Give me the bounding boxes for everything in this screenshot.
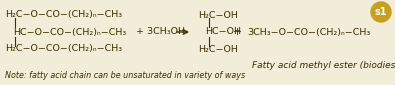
Text: Fatty acid methyl ester (biodiesel): Fatty acid methyl ester (biodiesel) <box>252 61 395 70</box>
Text: H₂C−O−CO−(CH₂)ₙ−CH₃: H₂C−O−CO−(CH₂)ₙ−CH₃ <box>5 11 122 19</box>
Text: Note: fatty acid chain can be unsaturated in variety of ways: Note: fatty acid chain can be unsaturate… <box>5 70 245 79</box>
Text: s1: s1 <box>375 7 387 17</box>
Text: H₂C−OH: H₂C−OH <box>198 11 238 19</box>
Text: HC−OH: HC−OH <box>205 28 241 36</box>
Text: +: + <box>232 27 242 37</box>
Text: + 3CH₃OH: + 3CH₃OH <box>136 28 185 36</box>
Text: 3CH₃−O−CO−(CH₂)ₙ−CH₃: 3CH₃−O−CO−(CH₂)ₙ−CH₃ <box>247 28 370 36</box>
Text: H₂C−OH: H₂C−OH <box>198 45 238 53</box>
Text: H₂C−O−CO−(CH₂)ₙ−CH₃: H₂C−O−CO−(CH₂)ₙ−CH₃ <box>5 45 122 53</box>
Circle shape <box>371 2 391 22</box>
Text: HC−O−CO−(CH₂)ₙ−CH₃: HC−O−CO−(CH₂)ₙ−CH₃ <box>13 28 126 36</box>
